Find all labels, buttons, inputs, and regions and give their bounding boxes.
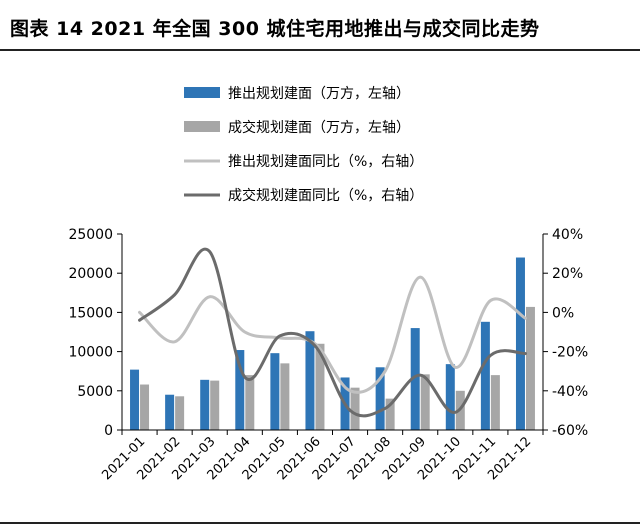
bar-transacted xyxy=(175,396,185,430)
left-tick-label: 15000 xyxy=(68,305,113,321)
bottom-divider xyxy=(0,522,640,524)
bar-transacted xyxy=(490,375,500,430)
bar-launched xyxy=(130,369,140,430)
left-tick-label: 25000 xyxy=(68,227,113,243)
bar-transacted xyxy=(245,375,255,430)
left-tick-label: 20000 xyxy=(68,266,113,282)
bar-transacted xyxy=(525,306,535,430)
bar-transacted xyxy=(350,387,360,430)
bar-transacted xyxy=(385,398,395,430)
bar-launched xyxy=(375,367,385,430)
bar-transacted xyxy=(315,343,325,430)
legend-label: 推出规划建面同比（%，右轴） xyxy=(228,154,423,170)
lines xyxy=(138,247,527,418)
bar-transacted xyxy=(140,384,150,430)
line-launched-yoy xyxy=(138,275,527,394)
axes: 0 5000 10000 15000 20000 25000 -60% -40% -20% 0% 2… xyxy=(68,227,588,483)
right-tick-label: -20% xyxy=(552,345,588,361)
legend-label: 成交规划建面（万方，左轴） xyxy=(228,119,410,136)
bar-launched xyxy=(270,353,280,430)
bar-launched xyxy=(515,257,525,430)
bar-launched xyxy=(480,321,490,430)
bars xyxy=(130,257,535,430)
bar-transacted xyxy=(420,374,430,430)
bar-launched xyxy=(165,394,175,430)
line-transacted-yoy xyxy=(138,247,527,418)
page-title: 图表 14 2021 年全国 300 城住宅用地推出与成交同比走势 xyxy=(10,18,540,40)
legend-label: 成交规划建面同比（%，右轴） xyxy=(228,187,423,204)
left-tick-label: 10000 xyxy=(68,345,113,361)
right-tick-label: 40% xyxy=(552,227,583,243)
right-tick-label: -40% xyxy=(552,384,588,400)
bar-launched xyxy=(235,350,245,430)
right-tick-label: 0% xyxy=(552,305,574,321)
bar-transacted xyxy=(210,380,220,430)
right-tick-label: -60% xyxy=(552,423,588,439)
left-tick-label: 5000 xyxy=(77,384,113,400)
bar-launched xyxy=(200,379,210,430)
title-divider xyxy=(0,49,640,51)
bar-launched xyxy=(410,328,420,430)
legend: 推出规划建面（万方，左轴） 成交规划建面（万方，左轴） 推出规划建面同比（%，右轴）… xyxy=(184,86,423,204)
left-tick-label: 0 xyxy=(104,423,113,439)
legend-swatch xyxy=(184,121,220,132)
legend-label: 推出规划建面（万方，左轴） xyxy=(228,86,410,102)
bar-launched xyxy=(305,331,315,430)
bar-transacted xyxy=(280,363,290,430)
right-tick-label: 20% xyxy=(552,266,583,282)
bar-launched xyxy=(445,364,455,430)
legend-swatch xyxy=(184,87,220,98)
